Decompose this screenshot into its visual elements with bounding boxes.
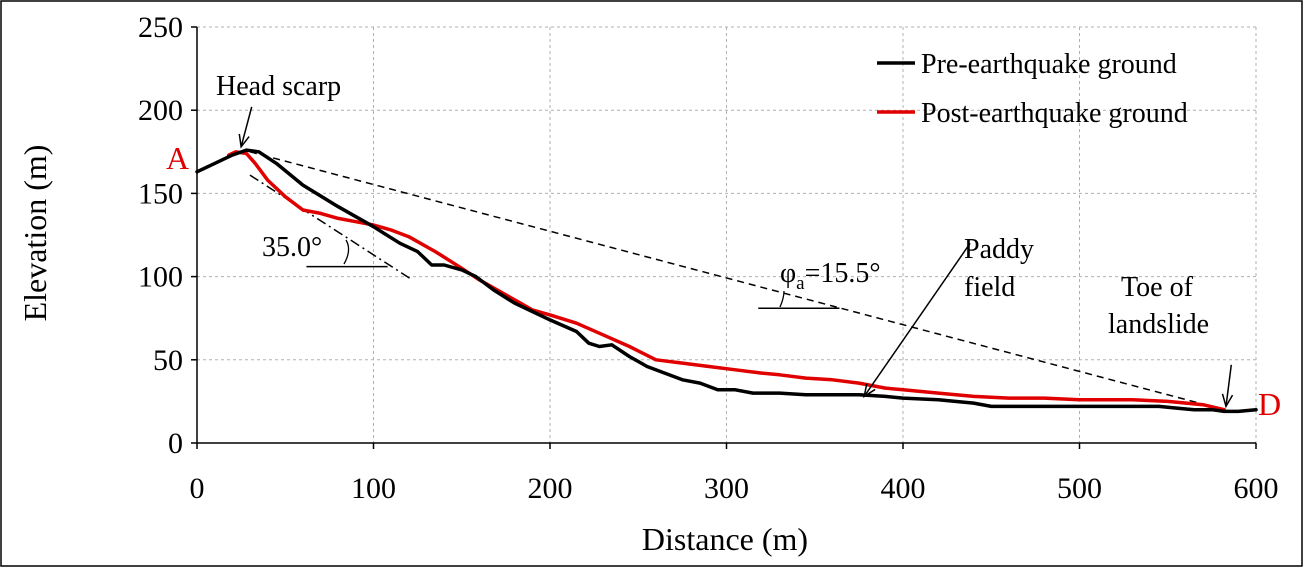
phi-angle-label: φa=15.5°: [780, 258, 881, 294]
x-tick-label-500: 500: [1057, 472, 1102, 505]
series-line-pre-earthquake: [195, 148, 1258, 414]
tick-labels: 0 100 200 300 400 500 600 0 50 100 150 200 250: [138, 11, 1279, 505]
phi-subscript: a: [796, 273, 805, 294]
reference-line-2: [249, 174, 413, 281]
y-tick-label-250: 250: [138, 11, 183, 44]
y-tick-label-200: 200: [138, 94, 183, 127]
series-group: [195, 148, 1258, 414]
phi-angle-arc: [779, 290, 785, 308]
point-a-label: A: [166, 140, 189, 176]
y-tick-label-0: 0: [168, 427, 183, 460]
x-tick-label-300: 300: [704, 472, 749, 505]
paddy-field-label-1: Paddy: [964, 234, 1034, 265]
angle-35-label: 35.0°: [262, 232, 322, 263]
x-tick-label-200: 200: [528, 472, 573, 505]
arrow-head-2: [863, 383, 876, 398]
point-d-label: D: [1258, 386, 1281, 422]
x-axis-title: Distance (m): [642, 521, 808, 557]
phi-value: =15.5°: [805, 258, 881, 289]
legend: Pre-earthquake ground Post-earthquake gr…: [877, 49, 1188, 129]
y-axis-title: Elevation (m): [17, 145, 53, 322]
arrow-shaft-1: [240, 106, 253, 148]
grid: [197, 26, 1257, 443]
y-tick-label-150: 150: [138, 177, 183, 210]
head-scarp-label: Head scarp: [216, 71, 341, 102]
x-tick-label-0: 0: [190, 472, 205, 505]
legend-label-post: Post-earthquake ground: [921, 98, 1188, 129]
y-tick-label-50: 50: [153, 344, 183, 377]
arrow-head-1: [238, 133, 250, 149]
toe-label-1: Toe of: [1121, 272, 1194, 303]
toe-label-2: landslide: [1108, 309, 1209, 340]
x-tick-label-100: 100: [351, 472, 396, 505]
paddy-field-label-2: field: [964, 272, 1015, 303]
arrow-head-3: [1221, 393, 1234, 409]
reference-lines: [249, 151, 1225, 411]
legend-label-pre: Pre-earthquake ground: [921, 49, 1177, 80]
annotation-arrows: [238, 106, 1234, 409]
x-tick-label-600: 600: [1234, 472, 1279, 505]
arrow-shaft-3: [1225, 364, 1233, 407]
arrow-shaft-2: [863, 242, 971, 397]
phi-symbol: φ: [780, 258, 796, 289]
angle-35-arc: [343, 239, 350, 265]
x-tick-label-400: 400: [881, 472, 926, 505]
series-line-post-earthquake: [227, 150, 1226, 412]
y-tick-label-100: 100: [138, 261, 183, 294]
